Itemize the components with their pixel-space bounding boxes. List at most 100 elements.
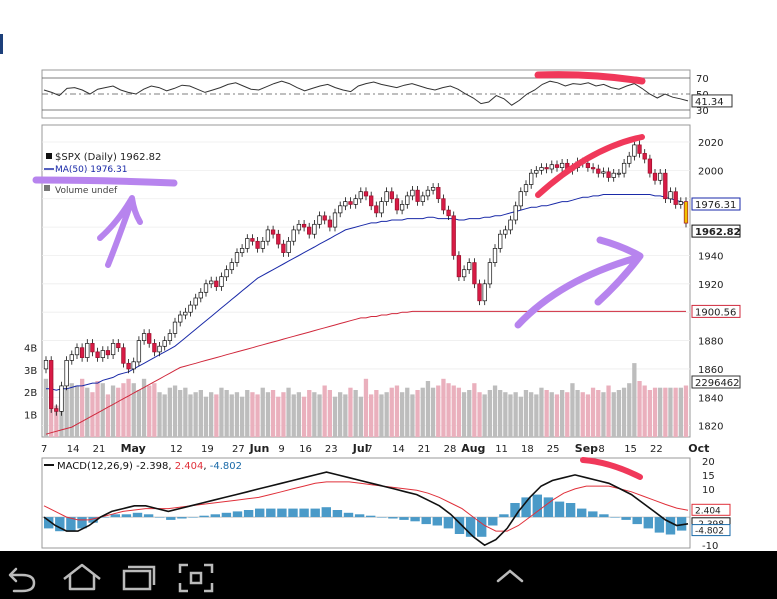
candle [673, 191, 678, 205]
candle [152, 343, 157, 353]
candle [585, 162, 591, 168]
candle [446, 209, 451, 217]
volume-bar [389, 387, 394, 437]
volume-bar [482, 394, 487, 437]
volume-bar [523, 390, 529, 437]
x-axis-label: 7 [366, 444, 372, 455]
macd-histogram-bar [199, 515, 209, 518]
volume-bar [585, 394, 591, 437]
volume-bar [678, 387, 683, 437]
candle [549, 164, 554, 170]
back-icon[interactable] [8, 567, 36, 593]
volume-bar [147, 385, 152, 437]
volume-bar [400, 392, 405, 437]
macd-value-box [691, 524, 731, 537]
candle [312, 223, 317, 235]
volume-bar [441, 378, 446, 437]
volume-bar [590, 387, 596, 437]
macd-histogram-bar [66, 517, 76, 532]
x-axis-label: Aug [461, 442, 485, 455]
candle [363, 191, 369, 197]
macd-line [43, 471, 689, 547]
macd-histogram-bar [654, 517, 665, 533]
volume-bar [95, 381, 100, 437]
macd-frame [41, 457, 691, 549]
volume-bar [446, 383, 451, 437]
candle [188, 304, 193, 313]
volume-value-label: 2296462 [695, 378, 740, 389]
macd-signal-line [43, 481, 689, 532]
volume-bar [301, 396, 307, 437]
rsi-tick-label: 30 [696, 106, 709, 117]
candle [384, 191, 389, 202]
x-axis-label: Jul [352, 442, 369, 455]
legend-price: $SPX (Daily) 1962.82 [55, 152, 161, 163]
candle [539, 167, 544, 171]
volume-bar [652, 387, 658, 437]
macd-histogram-bar [643, 517, 653, 529]
volume-bar [348, 387, 353, 437]
recent-apps-icon[interactable] [122, 565, 156, 591]
candle [399, 204, 405, 211]
x-axis-label: 9 [278, 444, 284, 455]
macd-histogram-bar [321, 507, 331, 517]
macd-histogram-bar [610, 517, 620, 518]
macd-histogram-bar [577, 508, 587, 517]
volume-bar [369, 394, 374, 437]
candle [229, 262, 234, 271]
volume-bar [203, 396, 209, 437]
volume-bar [575, 390, 580, 437]
macd-histogram-bar [632, 517, 642, 525]
candle [59, 385, 64, 412]
volume-bar [498, 390, 503, 437]
volume-bar [90, 392, 95, 437]
candle [126, 362, 131, 370]
x-axis-label: 22 [650, 444, 663, 455]
volume-bar [209, 392, 214, 437]
price-tick-label: 1920 [698, 280, 723, 291]
volume-value-box [691, 375, 741, 389]
rsi-line [43, 80, 689, 106]
candle [178, 314, 183, 323]
candle [209, 280, 214, 285]
macd-histogram-bar [599, 514, 609, 518]
volume-bar [343, 394, 348, 437]
home-icon[interactable] [63, 563, 101, 591]
candle [503, 229, 508, 235]
volume-bar [250, 392, 255, 437]
volume-bar [673, 387, 678, 437]
candle [601, 171, 606, 174]
x-axis-label: 14 [392, 444, 405, 455]
candle [141, 333, 147, 341]
macd-histogram-bar [99, 517, 109, 518]
volume-bar [637, 381, 642, 437]
volume-bar [121, 383, 126, 437]
candle [64, 360, 69, 387]
candle [296, 223, 302, 231]
macd-histogram-bar [543, 497, 554, 518]
macd-histogram-bar [155, 517, 165, 518]
candle [678, 201, 683, 205]
candle [596, 168, 601, 174]
x-axis-label: 21 [418, 444, 431, 455]
screenshot-icon[interactable] [178, 563, 214, 593]
candle [234, 252, 240, 263]
volume-bar [307, 390, 312, 437]
candle [559, 162, 565, 168]
macd-histogram-bar [121, 514, 132, 518]
volume-bar [188, 394, 193, 437]
price-value-box [691, 224, 741, 238]
candle [415, 189, 420, 202]
candle [183, 311, 188, 316]
chevron-up-icon[interactable] [496, 569, 524, 583]
price-value-label: 1976.31 [695, 200, 736, 211]
candle [477, 283, 482, 302]
volume-bar [420, 387, 425, 437]
volume-bar [270, 390, 276, 437]
red-highlight-macd [580, 457, 643, 480]
x-axis-label: 12 [170, 444, 183, 455]
macd-histogram-bar [255, 508, 265, 517]
candle [322, 215, 327, 221]
purple-underline [32, 176, 178, 187]
volume-bar [255, 394, 260, 437]
